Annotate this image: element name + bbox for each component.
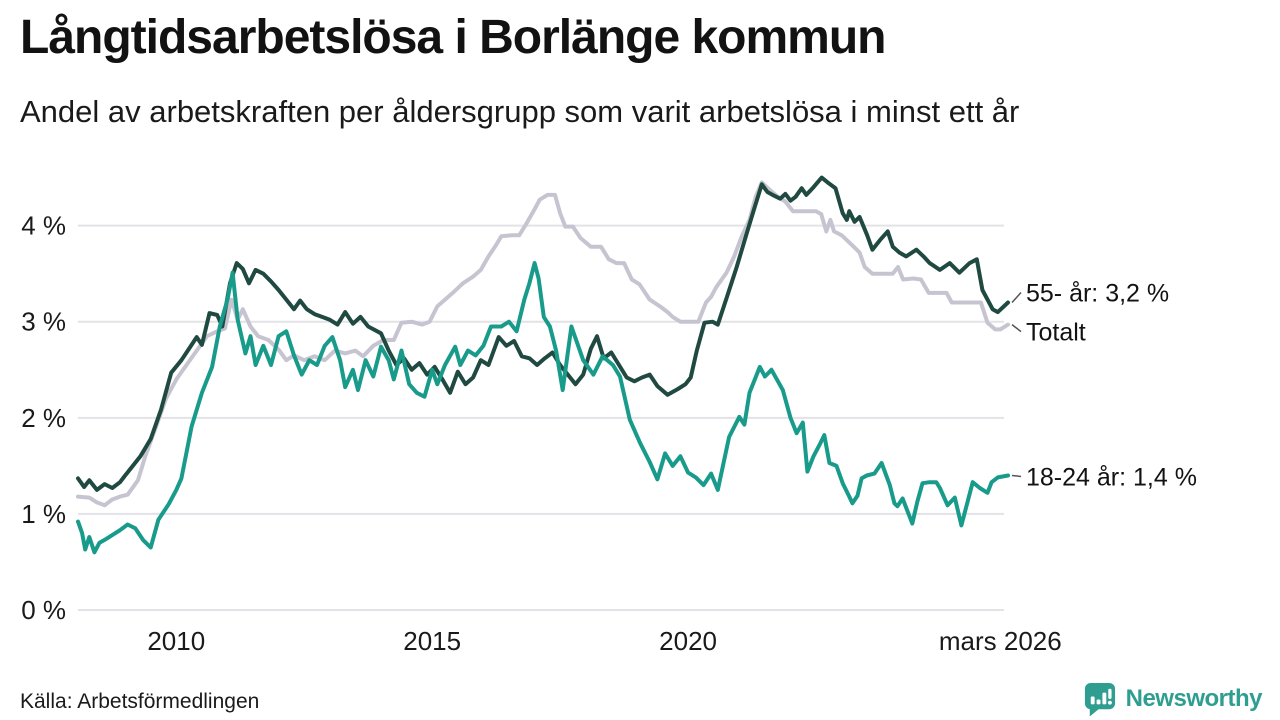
x-tick-label: mars 2026 [939, 626, 1062, 656]
brand-name: Newsworthy [1125, 684, 1263, 712]
page-title: Långtidsarbetslösa i Borlänge kommun [20, 11, 886, 64]
x-tick-label: 2020 [659, 626, 717, 656]
series-line-age1824 [76, 261, 1010, 555]
series-label-age1824: 18-24 år: 1,4 % [1026, 463, 1197, 491]
page-subtitle: Andel av arbetskraften per åldersgrupp s… [20, 94, 1020, 129]
x-tick-label: 2010 [147, 626, 205, 656]
brand-logo[interactable]: Newsworthy [1082, 681, 1263, 716]
x-tick-label: 2015 [403, 626, 461, 656]
y-tick-label: 2 % [21, 403, 66, 433]
series-label-age55: 55- år: 3,2 % [1026, 280, 1169, 308]
annotation-connector-age1824 [1011, 474, 1022, 478]
annotation-connector-total [1011, 324, 1022, 333]
series-line-total [76, 180, 1010, 508]
y-tick-label: 0 % [21, 595, 66, 625]
y-tick-label: 4 % [21, 211, 66, 241]
annotation-connector-age55 [1011, 292, 1022, 304]
y-tick-label: 1 % [21, 499, 66, 529]
newsworthy-bubble-chart-icon [1084, 682, 1115, 716]
series-label-total: Totalt [1026, 319, 1086, 347]
y-tick-label: 3 % [21, 307, 66, 337]
source-note: Källa: Arbetsförmedlingen [20, 690, 260, 713]
